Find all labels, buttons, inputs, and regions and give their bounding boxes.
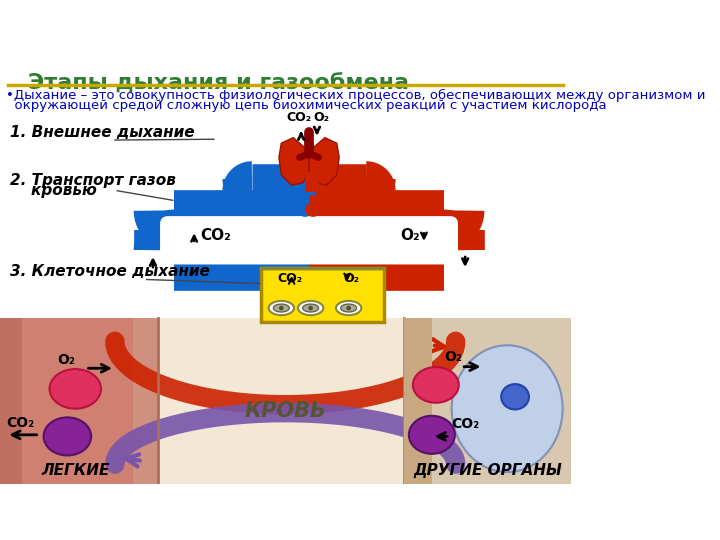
Ellipse shape (501, 384, 529, 409)
Ellipse shape (298, 301, 323, 315)
FancyBboxPatch shape (0, 318, 158, 484)
Text: ДРУГИЕ ОРГАНЫ: ДРУГИЕ ОРГАНЫ (413, 463, 562, 477)
Text: окружающей средой сложную цепь биохимических реакций с участием кислорода: окружающей средой сложную цепь биохимиче… (6, 99, 607, 112)
Ellipse shape (44, 417, 91, 455)
Ellipse shape (413, 367, 459, 403)
Text: CO₂: CO₂ (6, 416, 35, 430)
Circle shape (346, 306, 351, 310)
Text: •Дыхание – это совокупность физиологических процессов, обеспечивающих между орга: •Дыхание – это совокупность физиологичес… (6, 89, 706, 102)
Text: CO₂: CO₂ (287, 111, 312, 124)
Text: CO₂: CO₂ (200, 228, 231, 243)
Text: CO₂: CO₂ (277, 272, 302, 285)
Text: 3. Клеточное дыхание: 3. Клеточное дыхание (9, 264, 210, 279)
Ellipse shape (269, 301, 294, 315)
Text: O₂: O₂ (313, 111, 329, 124)
Text: O₂: O₂ (343, 272, 359, 285)
Ellipse shape (336, 301, 361, 315)
Ellipse shape (298, 204, 312, 216)
FancyBboxPatch shape (133, 318, 158, 484)
Text: Этапы дыхания и газообмена: Этапы дыхания и газообмена (28, 73, 409, 94)
Text: CO₂: CO₂ (451, 417, 480, 431)
Text: кровью: кровью (9, 183, 96, 198)
Text: O₂: O₂ (400, 228, 420, 243)
Text: 1. Внешнее дыхание: 1. Внешнее дыхание (9, 125, 194, 140)
Text: O₂: O₂ (444, 350, 462, 364)
FancyBboxPatch shape (0, 318, 22, 484)
FancyBboxPatch shape (0, 318, 570, 484)
Text: ЛЕГКИЕ: ЛЕГКИЕ (41, 463, 109, 477)
Ellipse shape (50, 369, 101, 409)
Ellipse shape (302, 304, 318, 312)
Circle shape (279, 306, 284, 310)
Text: КРОВЬ: КРОВЬ (244, 401, 326, 421)
Polygon shape (309, 138, 339, 185)
Ellipse shape (409, 416, 455, 454)
Ellipse shape (306, 204, 320, 216)
Polygon shape (279, 138, 309, 185)
FancyBboxPatch shape (261, 268, 384, 322)
FancyBboxPatch shape (160, 216, 458, 265)
Ellipse shape (451, 345, 562, 472)
Text: 2. Транспорт газов: 2. Транспорт газов (9, 173, 176, 188)
Ellipse shape (274, 304, 289, 312)
FancyBboxPatch shape (404, 318, 570, 484)
Circle shape (308, 306, 313, 310)
Ellipse shape (341, 304, 356, 312)
FancyBboxPatch shape (404, 318, 432, 484)
Text: O₂: O₂ (57, 353, 75, 367)
